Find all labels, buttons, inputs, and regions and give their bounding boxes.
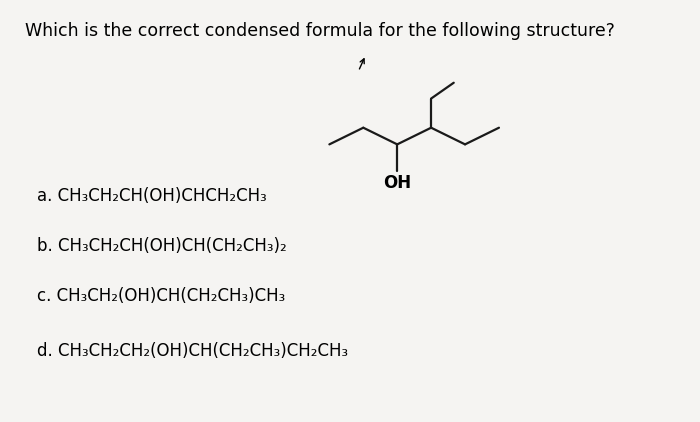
Text: OH: OH xyxy=(383,173,412,192)
Text: Which is the correct condensed formula for the following structure?: Which is the correct condensed formula f… xyxy=(25,22,615,40)
Text: d. CH₃CH₂CH₂(OH)CH(CH₂CH₃)CH₂CH₃: d. CH₃CH₂CH₂(OH)CH(CH₂CH₃)CH₂CH₃ xyxy=(37,341,349,360)
Text: c. CH₃CH₂(OH)CH(CH₂CH₃)CH₃: c. CH₃CH₂(OH)CH(CH₂CH₃)CH₃ xyxy=(37,287,286,306)
Text: b. CH₃CH₂CH(OH)CH(CH₂CH₃)₂: b. CH₃CH₂CH(OH)CH(CH₂CH₃)₂ xyxy=(37,238,287,255)
Text: a. CH₃CH₂CH(OH)CHCH₂CH₃: a. CH₃CH₂CH(OH)CHCH₂CH₃ xyxy=(37,187,267,206)
